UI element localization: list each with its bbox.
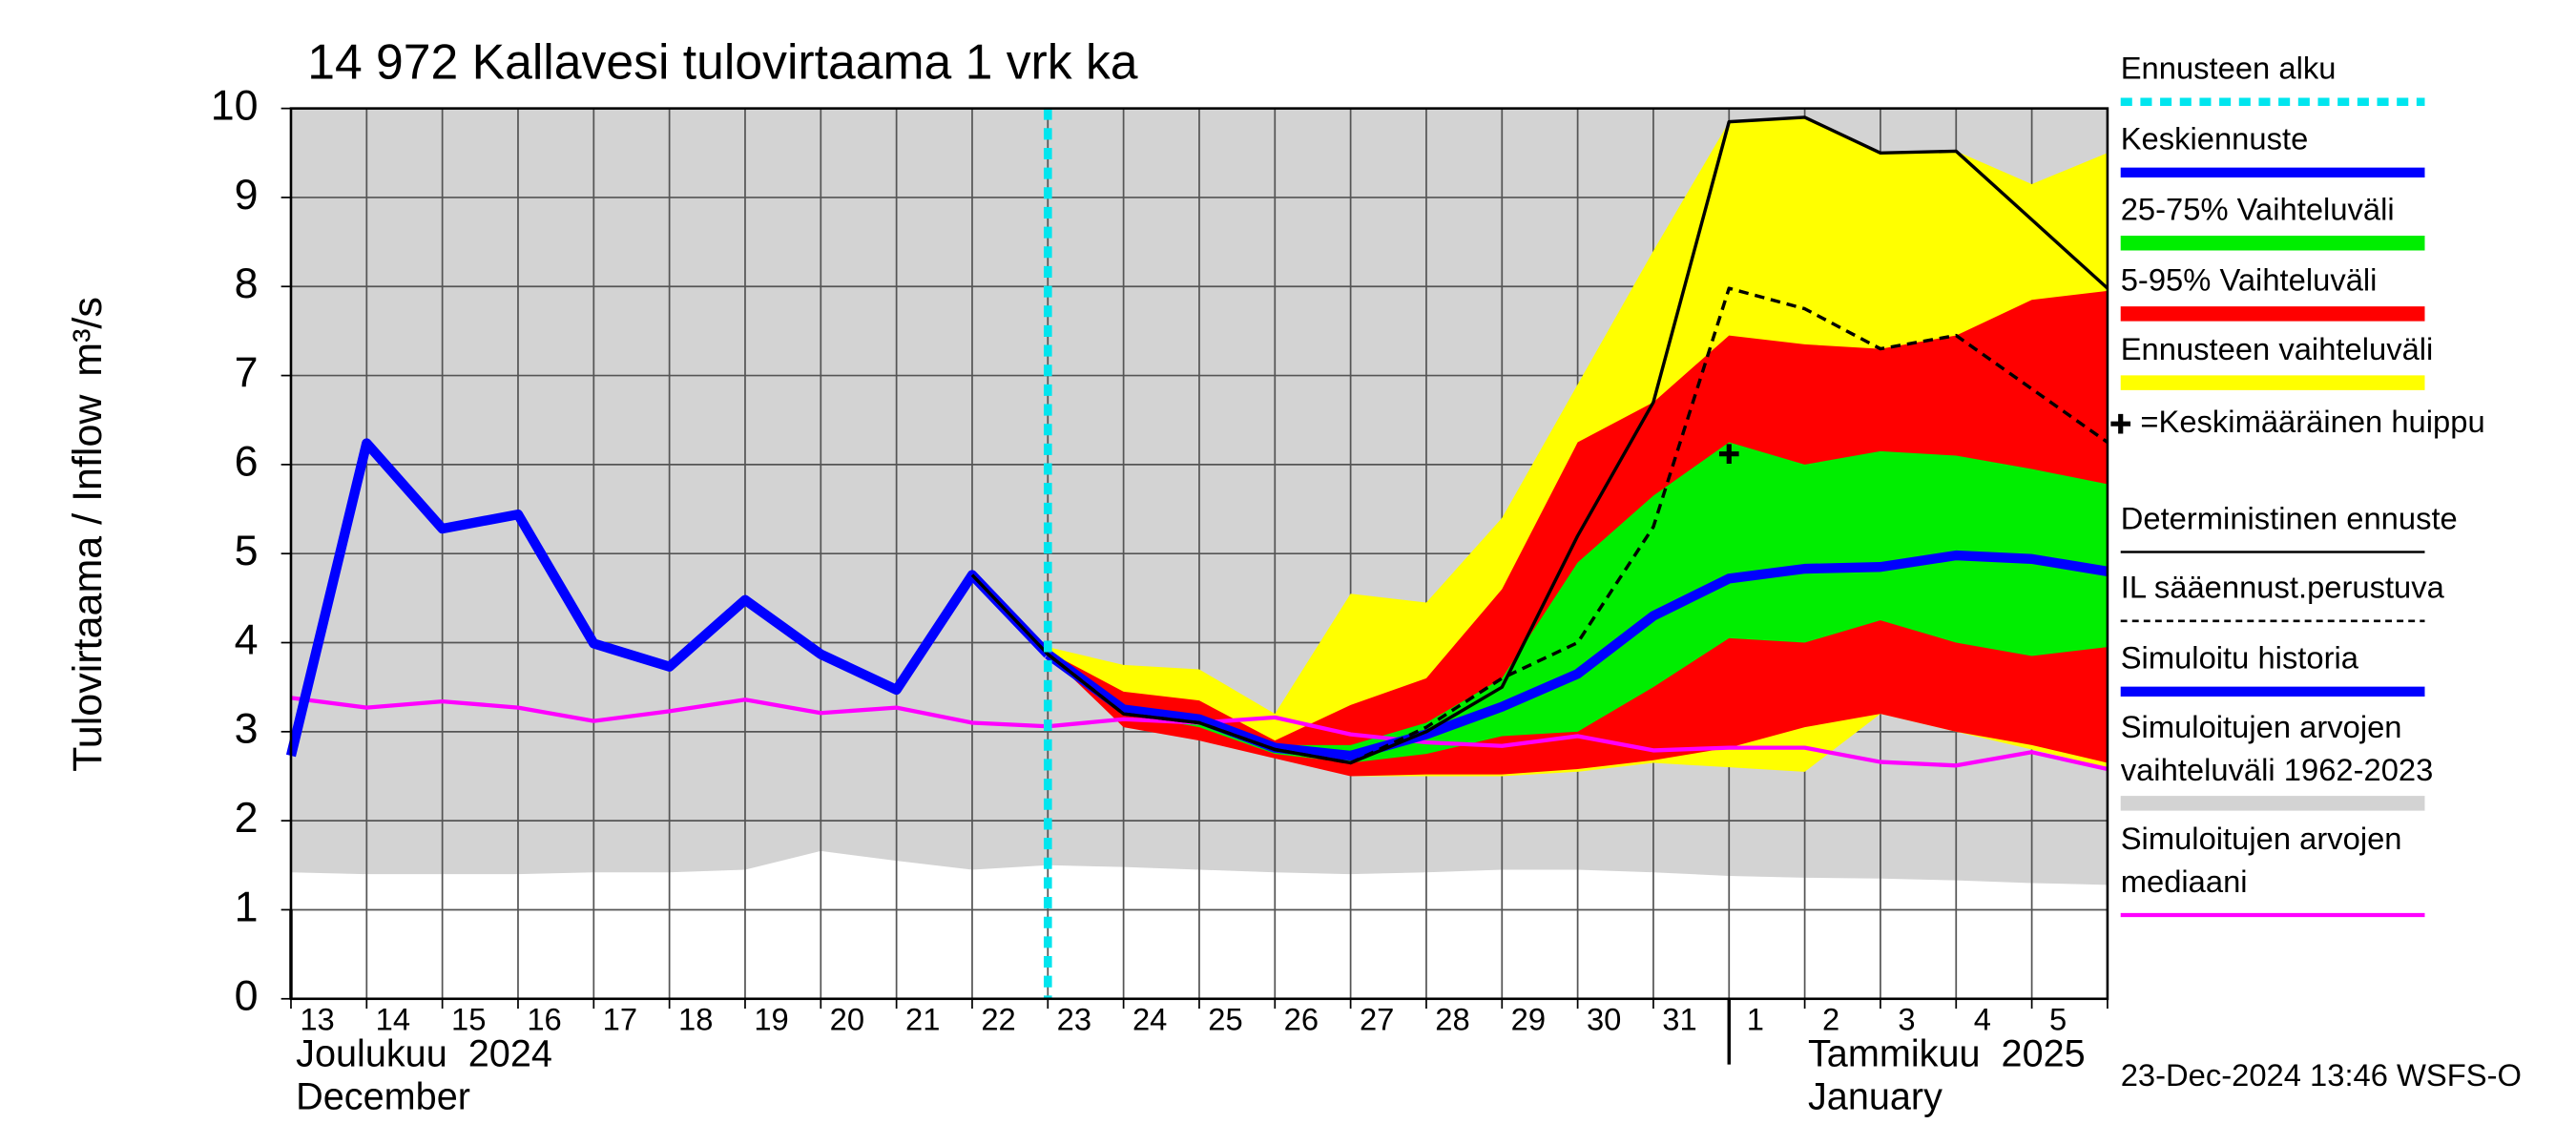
x-tick-label: 23 — [1057, 1002, 1091, 1037]
y-tick-label: 3 — [235, 705, 259, 753]
y-tick-label: 8 — [235, 260, 259, 307]
x-tick-label: 30 — [1587, 1002, 1621, 1037]
x-tick-label: 24 — [1132, 1002, 1167, 1037]
series-line — [1045, 550, 2109, 761]
timestamp: 23-Dec-2024 13:46 WSFS-O — [2121, 1057, 2522, 1093]
chart-title: 14 972 Kallavesi tulovirtaama 1 vrk ka — [307, 34, 1138, 90]
x-tick-label: 1 — [1747, 1002, 1764, 1037]
y-tick-label: 0 — [235, 972, 259, 1020]
legend-text-box: Keskiennuste — [2120, 123, 2309, 158]
y-tick-label: 6 — [235, 438, 259, 486]
legend-text-box: Deterministinen ennuste — [2120, 502, 2458, 537]
x-tick-label: 19 — [754, 1002, 788, 1037]
y-tick-label: 4 — [235, 615, 259, 663]
legend-text-box: Simuloitujen arvojen vaihteluväli 1962-2… — [2120, 711, 2434, 789]
y-tick-label: 10 — [211, 81, 259, 129]
y-tick-label: 5 — [235, 527, 259, 574]
x-tick-label: 15 — [451, 1002, 486, 1037]
x-tick-label: 14 — [376, 1002, 410, 1037]
legend-text-box: Simuloitujen arvojen mediaani — [2120, 822, 2402, 901]
plot-area — [285, 107, 2109, 1000]
legend-label: Keskiennuste — [2120, 123, 2309, 158]
legend-text-box: Simuloitu historia — [2120, 642, 2358, 677]
legend-label: Simuloitujen arvojen vaihteluväli 1962-2… — [2120, 711, 2434, 789]
y-tick-label: 7 — [235, 348, 259, 396]
legend-label: IL sääennust.perustuva — [2120, 572, 2444, 607]
x-tick-label: 26 — [1284, 1002, 1319, 1037]
series-line — [970, 115, 2109, 765]
y-tick-label: 1 — [235, 883, 259, 930]
x-tick-label: 3 — [1898, 1002, 1915, 1037]
legend-text-box: IL sääennust.perustuva — [2120, 572, 2444, 607]
legend-label: =Keskimääräinen huippu — [2140, 406, 2485, 441]
peak-marker — [1718, 444, 1739, 465]
legend-label: 5-95% Vaihteluväli — [2120, 264, 2378, 300]
x-tick-label: 27 — [1360, 1002, 1394, 1037]
legend-text-box: 25-75% Vaihteluväli — [2120, 194, 2395, 229]
x-tick-label: 22 — [981, 1002, 1015, 1037]
legend-text-box: Ennusteen vaihteluväli — [2120, 333, 2434, 368]
x-group-label: January — [1808, 1075, 1942, 1117]
legend-text-box: Ennusteen alku — [2120, 52, 2337, 88]
x-tick-label: 29 — [1511, 1002, 1546, 1037]
x-tick-label: 4 — [1974, 1002, 1991, 1037]
y-tick-label: 9 — [235, 171, 259, 219]
x-group-label: Tammikuu 2025 — [1808, 1033, 2086, 1075]
legend-label: Ennusteen vaihteluväli — [2120, 333, 2434, 368]
y-tick-label: 2 — [235, 794, 259, 842]
x-tick-label: 20 — [830, 1002, 864, 1037]
legend-peak-marker — [2110, 413, 2131, 434]
legend-label: Ennusteen alku — [2120, 52, 2337, 88]
x-tick-label: 25 — [1208, 1002, 1242, 1037]
x-tick-label: 18 — [678, 1002, 713, 1037]
legend-text-box: 5-95% Vaihteluväli — [2120, 264, 2378, 300]
legend-label: Simuloitujen arvojen mediaani — [2120, 822, 2402, 901]
x-tick-label: 21 — [905, 1002, 940, 1037]
y-axis-unit: m³/s — [65, 297, 111, 377]
x-tick-label: 31 — [1662, 1002, 1696, 1037]
x-tick-label: 16 — [527, 1002, 561, 1037]
x-group-label: Joulukuu 2024 — [296, 1033, 552, 1075]
band-area — [1048, 442, 2108, 763]
x-tick-label: 17 — [603, 1002, 637, 1037]
legend-label: Deterministinen ennuste — [2120, 502, 2458, 537]
x-tick-label: 5 — [2049, 1002, 2067, 1037]
legend-label: Simuloitu historia — [2120, 642, 2358, 677]
y-axis-label: Tulovirtaama / Inflow — [65, 394, 111, 772]
x-tick-label: 2 — [1822, 1002, 1839, 1037]
legend-label: 25-75% Vaihteluväli — [2120, 194, 2395, 229]
x-tick-label: 28 — [1435, 1002, 1469, 1037]
series-line — [285, 438, 1052, 758]
legend-text-box: =Keskimääräinen huippu — [2140, 406, 2485, 441]
x-tick-label: 13 — [300, 1002, 334, 1037]
x-group-label: December — [296, 1075, 470, 1117]
